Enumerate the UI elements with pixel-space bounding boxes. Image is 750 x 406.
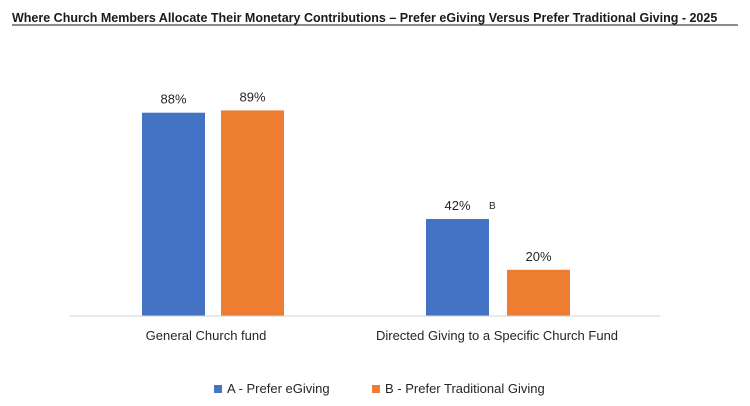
labels-layer: 88% 42% 89% 20% B General Church fund Directed… (146, 89, 618, 343)
bars-layer (142, 110, 570, 316)
bar-traditional-1 (507, 269, 570, 316)
category-label-1: Directed Giving to a Specific Church Fun… (376, 328, 618, 343)
bar-traditional-0 (221, 110, 284, 316)
legend: A - Prefer eGiving B - Prefer Traditional… (214, 381, 545, 396)
legend-label-1: B - Prefer Traditional Giving (385, 381, 545, 396)
bar-egiving-1 (426, 218, 489, 316)
data-label-egiving-1: 42% (444, 198, 470, 213)
category-label-0: General Church fund (146, 328, 267, 343)
significance-marker-0: B (489, 201, 496, 212)
legend-label-0: A - Prefer eGiving (227, 381, 330, 396)
data-label-traditional-0: 89% (239, 89, 265, 104)
legend-swatch-0 (214, 385, 222, 393)
data-label-traditional-1: 20% (525, 249, 551, 264)
legend-swatch-1 (372, 385, 380, 393)
bar-egiving-0 (142, 112, 205, 316)
chart-title: Where Church Members Allocate Their Mone… (12, 11, 717, 25)
data-label-egiving-0: 88% (160, 92, 186, 107)
